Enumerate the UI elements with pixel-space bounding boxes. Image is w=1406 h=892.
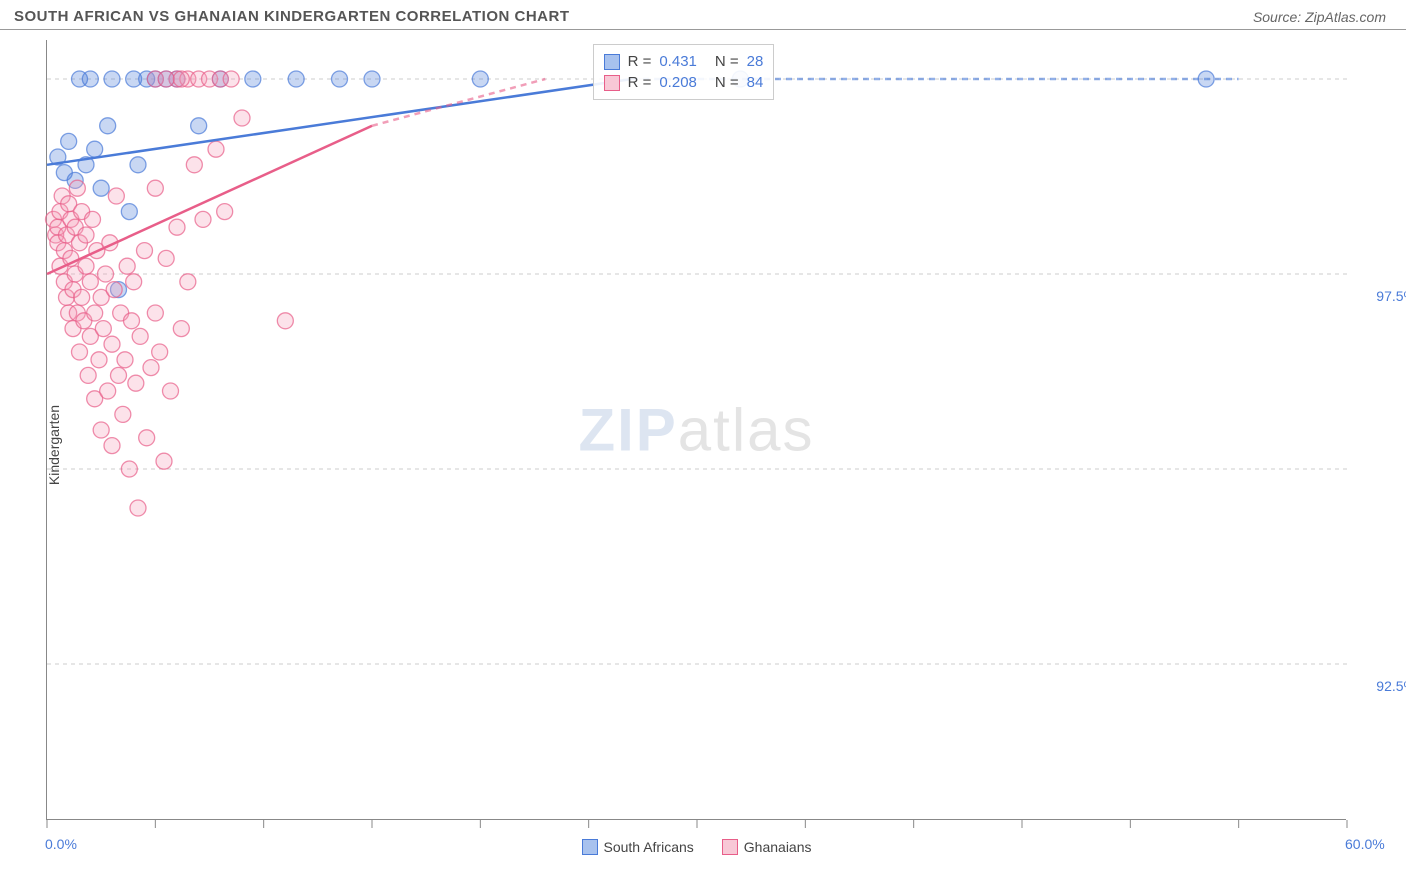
correlation-stat-box: R = 0.431 N = 28 R = 0.208 N = 84 <box>593 44 775 100</box>
y-tick-label: 92.5% <box>1356 678 1406 694</box>
r-label: R = <box>628 53 652 70</box>
legend-label: Ghanaians <box>744 839 812 855</box>
legend-item: South Africans <box>582 839 694 855</box>
legend-label: South Africans <box>604 839 694 855</box>
n-label: N = <box>715 74 739 91</box>
r-value: 0.208 <box>659 74 697 91</box>
r-label: R = <box>628 74 652 91</box>
y-tick-label: 97.5% <box>1356 288 1406 304</box>
chart-source: Source: ZipAtlas.com <box>1253 9 1386 25</box>
chart-area: Kindergarten ZIPatlas R =0.431N =28R =0.… <box>0 30 1406 860</box>
scatter-plot: ZIPatlas R =0.431N =28R =0.208N =84 Sout… <box>46 40 1346 820</box>
x-tick-label: 60.0% <box>1345 836 1385 852</box>
stat-swatch <box>604 54 620 70</box>
stat-swatch <box>604 75 620 91</box>
r-value: 0.431 <box>659 53 697 70</box>
legend-swatch <box>582 839 598 855</box>
stat-row: R = 0.431 N = 28 <box>604 51 764 72</box>
n-label: N = <box>715 53 739 70</box>
n-value: 84 <box>747 74 764 91</box>
chart-title: SOUTH AFRICAN VS GHANAIAN KINDERGARTEN C… <box>14 8 570 25</box>
legend-bottom: South Africans Ghanaians <box>582 839 812 855</box>
legend-item: Ghanaians <box>722 839 812 855</box>
chart-header: SOUTH AFRICAN VS GHANAIAN KINDERGARTEN C… <box>0 0 1406 30</box>
x-tick-label: 0.0% <box>45 836 77 852</box>
plot-svg <box>47 40 1347 820</box>
n-value: 28 <box>747 53 764 70</box>
stat-row: R = 0.208 N = 84 <box>604 72 764 93</box>
legend-swatch <box>722 839 738 855</box>
